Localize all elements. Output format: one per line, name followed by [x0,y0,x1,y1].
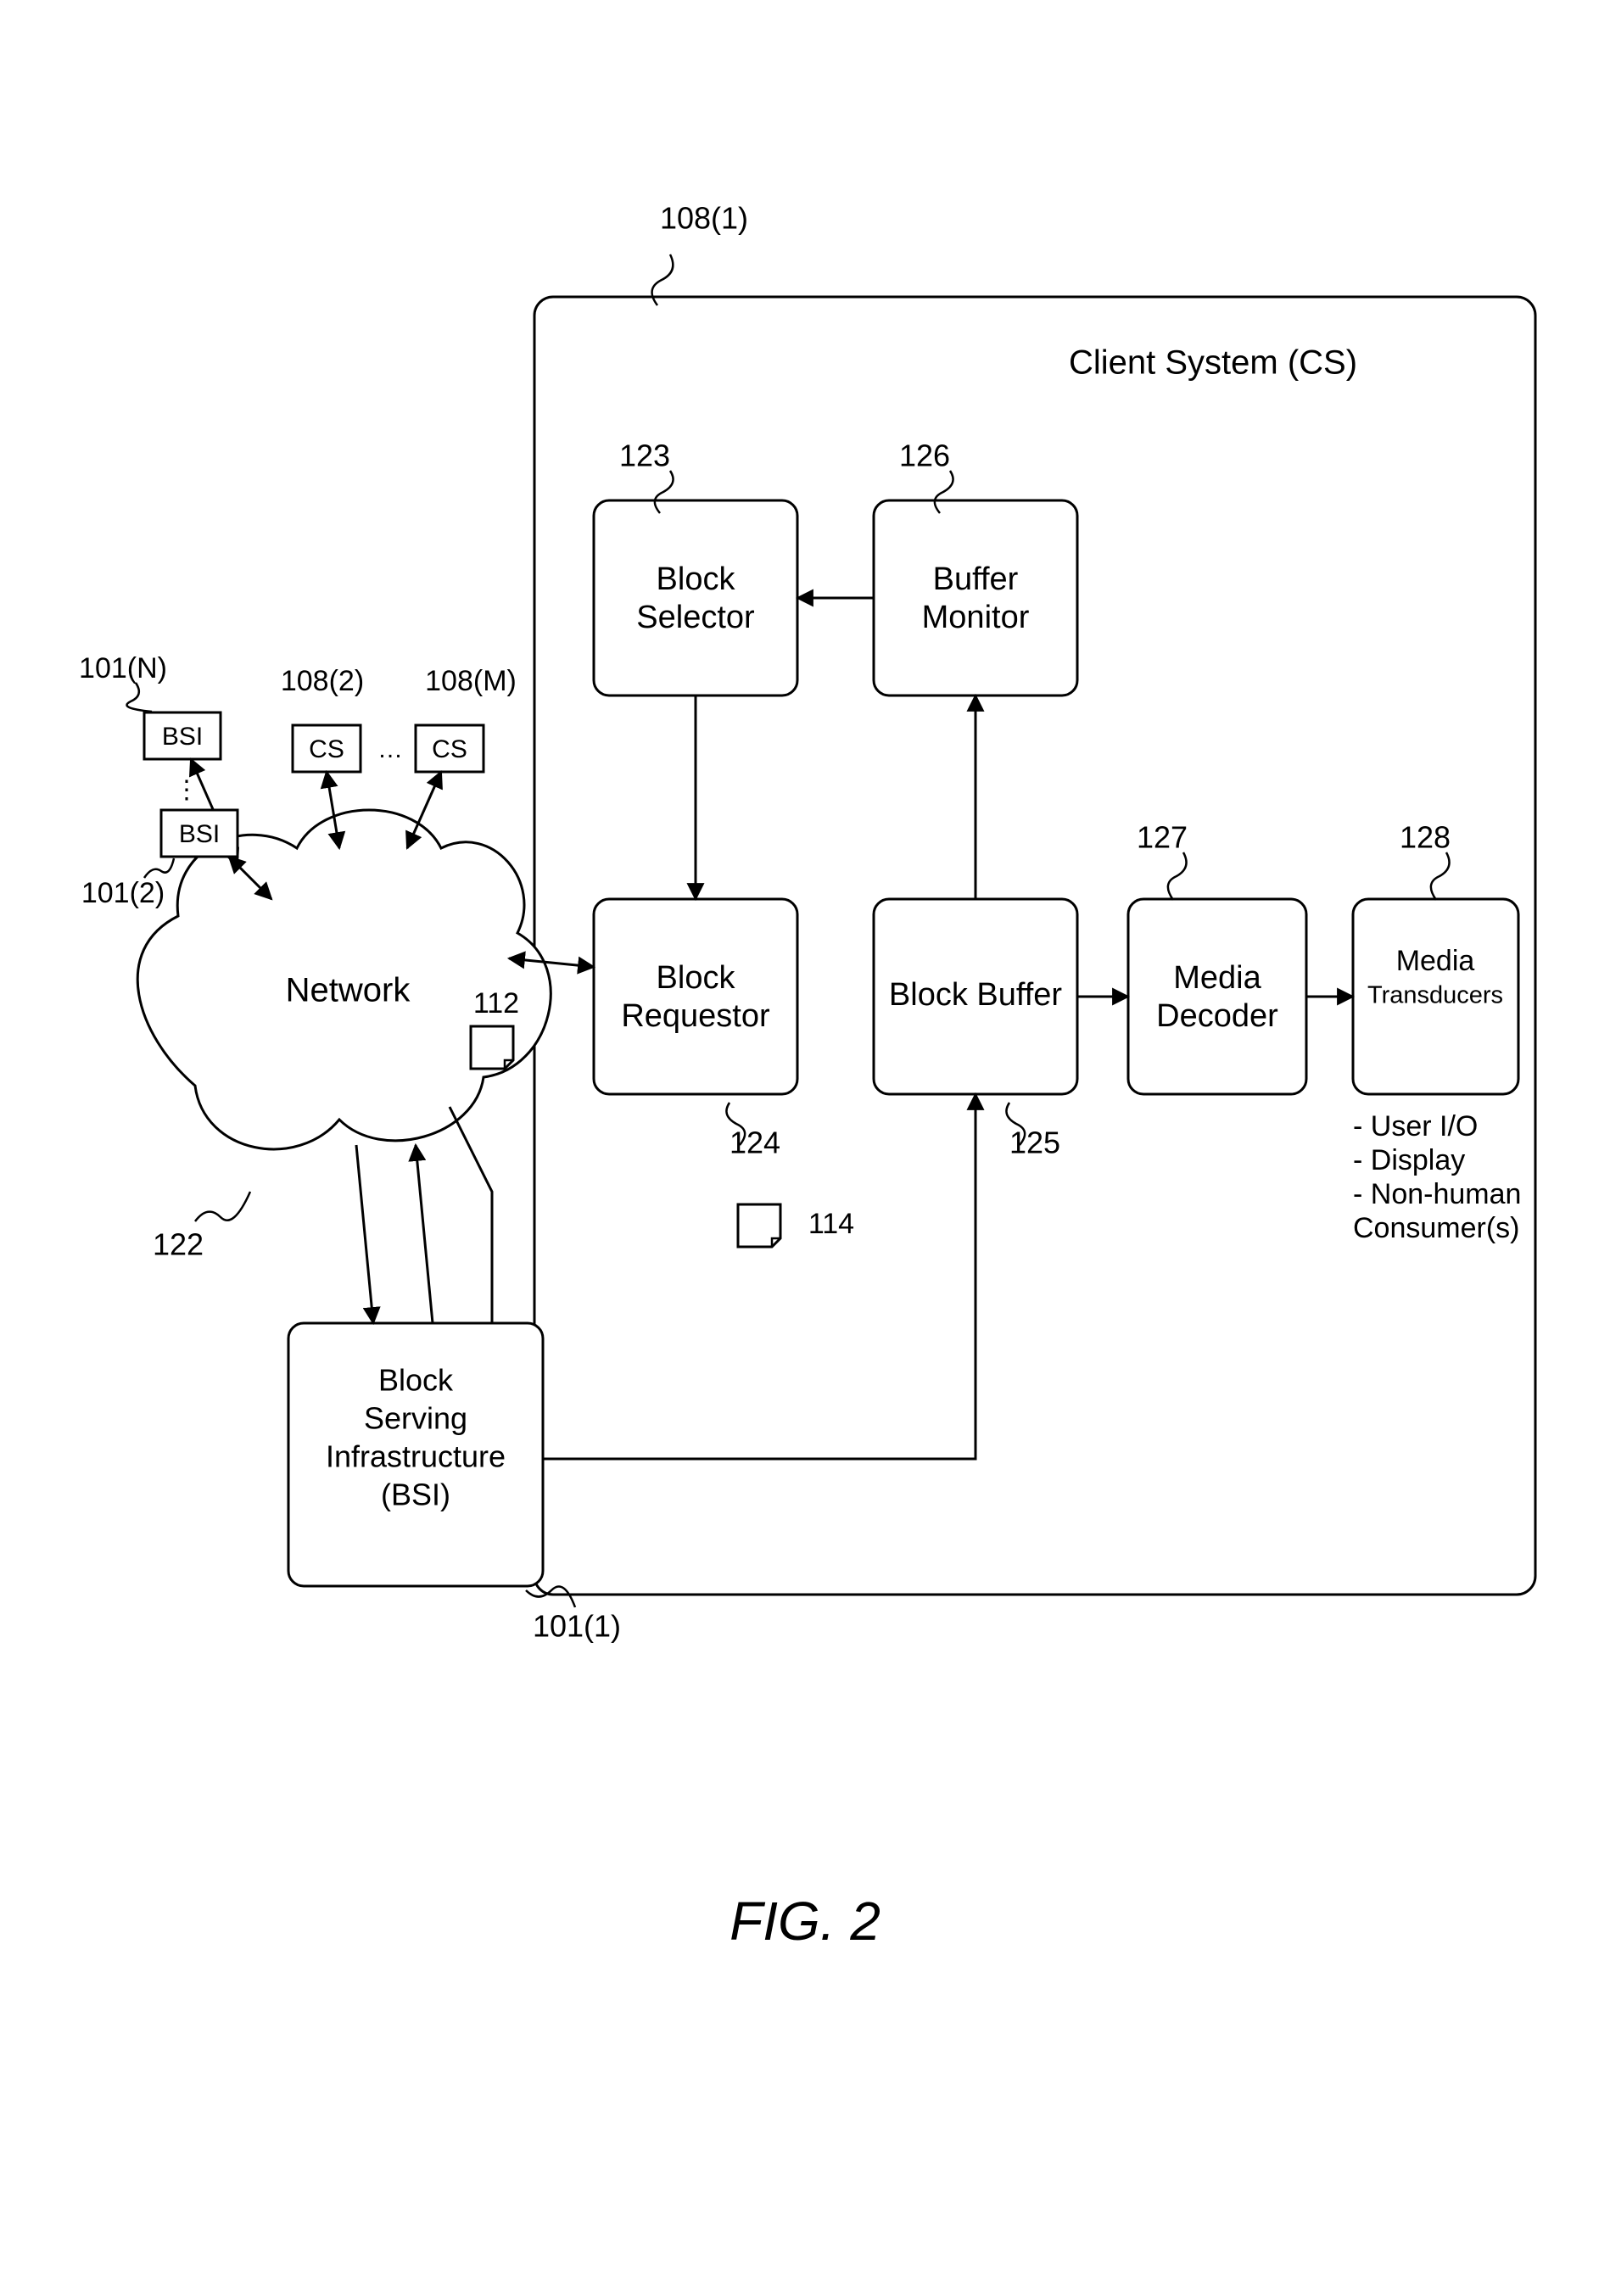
transducer-note-1: - User I/O [1353,1110,1478,1142]
ref-101-1: 101(1) [533,1609,621,1644]
squiggle-122 [195,1192,250,1221]
bsi-l4: (BSI) [381,1478,450,1512]
bsi-l3: Infrastructure [326,1439,506,1474]
ref-127: 127 [1137,820,1188,855]
squiggle-101-n [127,683,152,712]
ref-101-2: 101(2) [81,877,165,909]
block-buffer-l1: Block Buffer [889,977,1063,1013]
bsi-ellipsis: ⋮ [174,776,199,804]
ref-126: 126 [899,439,950,473]
transducer-note-3: - Non-human [1353,1178,1521,1210]
cs-small-2-label: CS [309,735,344,763]
ref-123: 123 [619,439,670,473]
block-requestor-box [594,899,797,1094]
block-selector-box [594,500,797,696]
buffer-monitor-box [874,500,1077,696]
squiggle-101-2 [144,858,174,878]
bsi-l2: Serving [364,1401,467,1436]
media-transducers-l1: Media [1396,945,1475,977]
block-selector-l1: Block [657,561,736,597]
cs-small-m-label: CS [432,735,467,763]
figure-2-diagram: Client System (CS) 108(1) Block Selector… [0,0,1610,2296]
transducer-note-4: Consumer(s) [1353,1212,1519,1244]
media-transducers-l2: Transducers [1367,982,1503,1009]
ref-112: 112 [473,987,519,1020]
ref-128: 128 [1400,820,1451,855]
buffer-monitor-l1: Buffer [933,561,1019,597]
media-decoder-l1: Media [1173,960,1261,996]
media-decoder-box [1128,899,1306,1094]
ref-108-2: 108(2) [281,665,364,697]
block-requestor-l2: Requestor [621,998,770,1034]
block-requestor-l1: Block [657,960,736,996]
file-icon-114 [738,1204,780,1247]
ref-125: 125 [1009,1126,1060,1160]
network-label: Network [286,972,411,1009]
file-icon-112 [471,1026,513,1069]
ref-108-1: 108(1) [660,201,748,236]
ref-108-m: 108(M) [425,665,517,697]
media-decoder-l2: Decoder [1156,998,1278,1034]
ref-122: 122 [153,1227,204,1262]
bsi-small-n-label: BSI [162,723,203,751]
ref-124: 124 [730,1126,780,1160]
block-selector-l2: Selector [636,600,755,635]
bsi-small-2-label: BSI [179,820,220,848]
figure-label: FIG. 2 [730,1891,880,1952]
arrow-network-to-bsi [356,1145,373,1323]
cs-ellipsis: … [377,735,403,763]
bsi-l1: Block [378,1363,454,1398]
ref-114: 114 [808,1208,854,1240]
ref-101-n: 101(N) [79,652,167,684]
client-system-title: Client System (CS) [1069,344,1357,382]
buffer-monitor-l2: Monitor [922,600,1030,635]
transducer-note-2: - Display [1353,1144,1465,1176]
network-cloud: Network [137,810,551,1149]
arrow-bsi-to-network [416,1145,433,1323]
